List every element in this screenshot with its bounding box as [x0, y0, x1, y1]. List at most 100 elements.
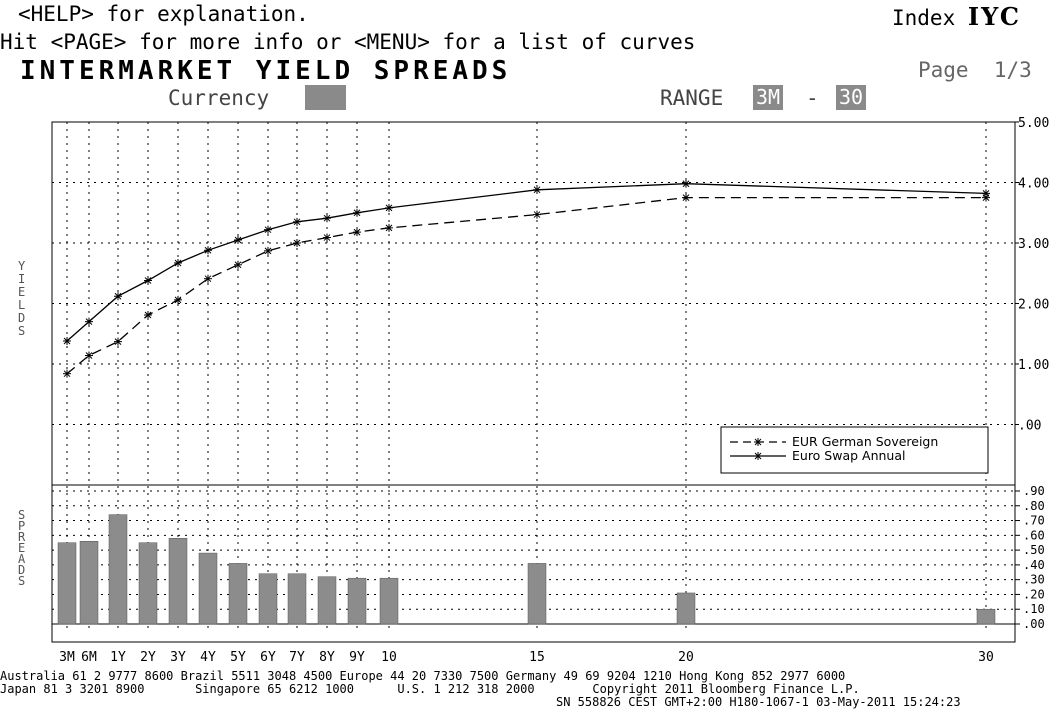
spread-bar: [287, 573, 307, 625]
svg-text:A: A: [18, 552, 26, 566]
x-tick-label: 5Y: [230, 650, 246, 665]
data-point-marker: [63, 369, 71, 378]
data-point-marker: [174, 295, 182, 304]
page-indicator[interactable]: Page 1/3: [918, 58, 1032, 82]
spread-bar: [527, 563, 547, 625]
legend-label: EUR German Sovereign: [792, 434, 938, 449]
data-point-marker: [385, 203, 393, 212]
spread-tick-label: .10: [1023, 602, 1045, 616]
yield-tick-label: 5.00: [1018, 116, 1049, 131]
spread-tick-label: .20: [1023, 587, 1045, 601]
data-point-marker: [293, 239, 301, 247]
spread-bar: [108, 514, 128, 625]
page-title: INTERMARKET YIELD SPREADS: [20, 56, 512, 86]
data-point-marker: [385, 223, 393, 232]
spread-tick-label: .70: [1023, 514, 1045, 528]
x-tick-label: 8Y: [319, 650, 335, 665]
legend-marker: [754, 452, 762, 460]
data-point-marker: [353, 208, 361, 217]
spread-tick-label: .00: [1023, 617, 1045, 631]
x-tick-label: 4Y: [200, 650, 216, 665]
data-point-marker: [114, 337, 122, 346]
x-tick-label: 1Y: [110, 650, 126, 665]
spread-bar: [317, 576, 337, 625]
data-point-marker: [144, 276, 152, 285]
legend-marker: [754, 438, 762, 446]
x-tick-label: 2Y: [140, 650, 156, 665]
svg-text:D: D: [18, 563, 25, 577]
footer-session-line: SN 558826 CEST GMT+2:00 H180-1067-1 03-M…: [556, 695, 961, 709]
svg-text:S: S: [18, 508, 25, 522]
spread-tick-label: .50: [1023, 543, 1045, 557]
svg-text:S: S: [18, 324, 25, 338]
data-point-marker: [114, 292, 122, 301]
spread-tick-label: .90: [1023, 484, 1045, 498]
spread-bar: [57, 542, 77, 625]
series-eur-german-sovereign-line: [66, 196, 986, 375]
svg-text:Y: Y: [18, 259, 26, 273]
range-label: RANGE: [660, 86, 724, 110]
data-point-marker: [682, 179, 690, 188]
data-point-marker: [234, 235, 242, 244]
x-tick-label: 6Y: [260, 650, 276, 665]
currency-label: Currency: [168, 86, 270, 110]
spread-tick-label: .40: [1023, 558, 1045, 572]
legend-frame: [720, 426, 989, 474]
index-label: Index: [892, 6, 956, 30]
svg-text:R: R: [18, 530, 26, 544]
index-code: IYC: [967, 2, 1021, 31]
data-point-marker: [323, 233, 331, 242]
currency-field[interactable]: [305, 85, 346, 110]
range-from-field[interactable]: 3M: [753, 85, 784, 110]
spread-bar: [976, 608, 996, 625]
svg-text:D: D: [18, 311, 25, 325]
spreads-axis-label: SPREADS: [18, 508, 26, 588]
yield-tick-label: 1.00: [1018, 358, 1049, 373]
x-tick-label: 6M: [81, 650, 97, 665]
index-indicator: Index IYC: [892, 2, 1021, 31]
spread-bar: [228, 563, 248, 625]
svg-text:L: L: [18, 298, 25, 312]
data-point-marker: [682, 193, 690, 202]
data-point-marker: [264, 246, 272, 255]
x-tick-label: 3Y: [170, 650, 186, 665]
series-euro-swap-annual-line: [66, 183, 987, 342]
spread-bar: [79, 540, 99, 625]
x-tick-label: 10: [381, 650, 397, 665]
spread-bar: [347, 577, 367, 625]
range-to-field[interactable]: 30: [836, 85, 867, 110]
data-point-marker: [63, 337, 71, 346]
svg-text:P: P: [18, 519, 25, 533]
spread-bar: [258, 573, 278, 625]
spread-tick-label: .80: [1023, 499, 1045, 513]
svg-text:I: I: [18, 272, 25, 286]
data-point-marker: [533, 185, 541, 194]
x-tick-label: 20: [678, 650, 694, 665]
spread-tick-label: .60: [1023, 528, 1045, 542]
x-tick-label: 30: [978, 650, 994, 665]
data-point-marker: [982, 189, 990, 198]
spread-bar: [138, 542, 158, 625]
x-tick-label: 3M: [59, 650, 75, 665]
spread-tick-label: .30: [1023, 573, 1045, 587]
data-point-marker: [323, 214, 331, 223]
spread-bar: [198, 552, 218, 625]
legend-label: Euro Swap Annual: [792, 448, 905, 463]
svg-text:S: S: [18, 574, 25, 588]
data-point-marker: [204, 274, 212, 283]
yield-tick-label: .00: [1018, 419, 1041, 434]
x-tick-label: 9Y: [349, 650, 365, 665]
data-point-marker: [234, 260, 242, 269]
data-point-marker: [204, 246, 212, 255]
x-tick-label: 15: [529, 650, 545, 665]
help-hint: <HELP> for explanation.: [18, 2, 309, 26]
footer-contacts-line2: Japan 81 3 3201 8900 Singapore 65 6212 1…: [0, 682, 860, 696]
grid-lines: [52, 121, 1015, 628]
data-point-marker: [533, 210, 541, 219]
svg-text:E: E: [18, 541, 25, 555]
spread-bar: [168, 538, 188, 625]
yield-tick-label: 2.00: [1018, 298, 1049, 313]
data-point-marker: [264, 225, 272, 234]
